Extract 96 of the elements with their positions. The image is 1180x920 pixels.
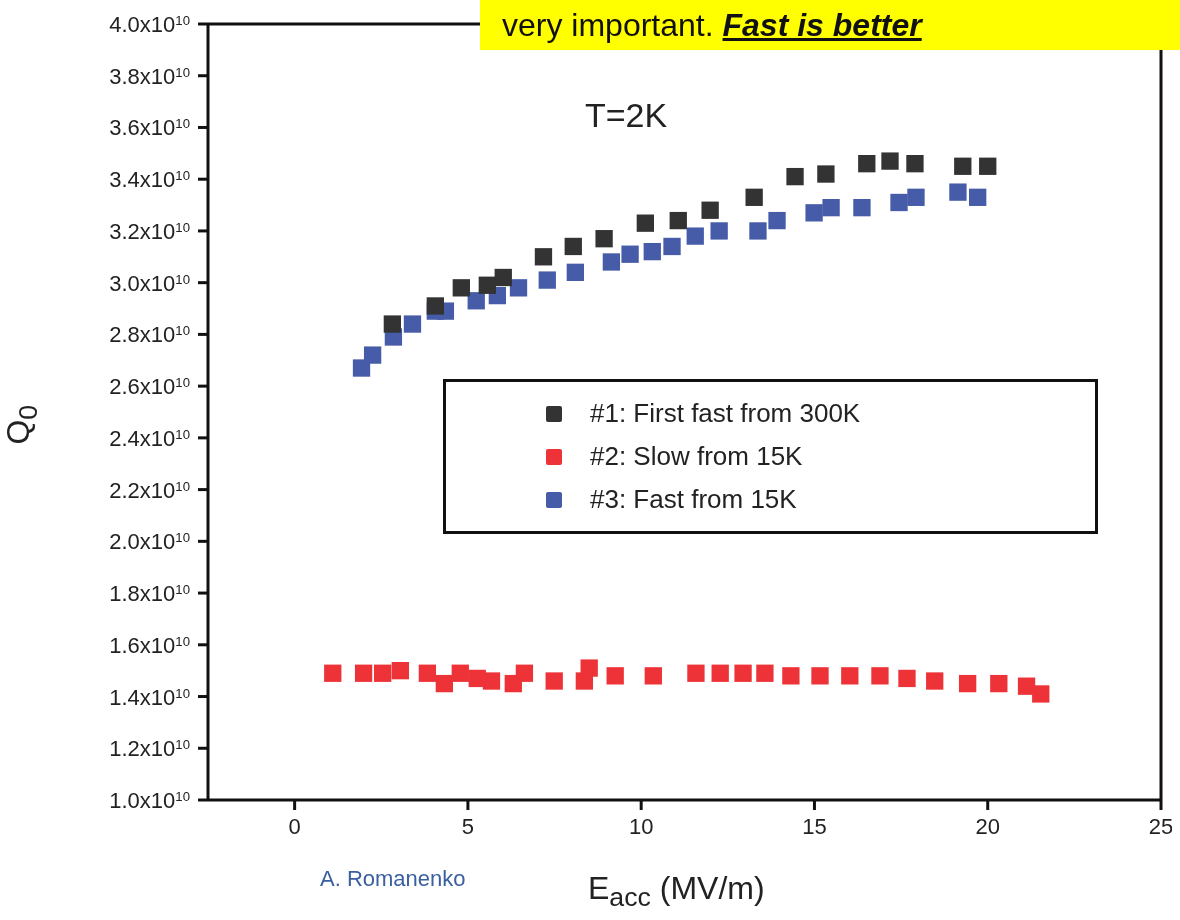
point (710, 222, 728, 240)
point (881, 152, 899, 170)
point (749, 222, 767, 240)
point (817, 165, 835, 183)
point (363, 346, 382, 364)
point (805, 204, 823, 222)
point (426, 297, 444, 315)
point (538, 271, 556, 289)
y-tick-label: 2.4x10$^{10}$ (109, 425, 190, 451)
point (990, 674, 1008, 693)
y-tick-label: 1.2x10$^{10}$ (109, 736, 190, 762)
point (418, 664, 437, 682)
point (871, 667, 889, 685)
point (324, 664, 342, 682)
y-tick-label: 2.0x10$^{10}$ (109, 529, 190, 555)
point (352, 359, 371, 377)
point (858, 155, 876, 173)
point (602, 253, 621, 271)
point (841, 667, 859, 685)
point (969, 188, 987, 206)
point (566, 263, 584, 281)
y-tick-label: 3.6x10$^{10}$ (109, 115, 190, 141)
point (958, 674, 977, 693)
point (822, 198, 840, 217)
point (890, 193, 908, 212)
point (734, 664, 752, 682)
annotation: T=2K (585, 96, 668, 135)
x-tick-label: 10 (628, 814, 654, 839)
point (906, 155, 924, 173)
point (482, 672, 501, 690)
point (926, 672, 944, 690)
y-tick-label: 4.0x10$^{10}$ (109, 12, 190, 37)
point (1032, 685, 1050, 703)
point (687, 664, 705, 682)
point (391, 662, 409, 680)
legend-label: #1: First fast from 300K (590, 398, 861, 429)
y-tick-label: 1.0x10$^{10}$ (109, 788, 190, 813)
y-tick-label: 2.2x10$^{10}$ (109, 477, 190, 503)
point (643, 242, 661, 261)
point (534, 248, 553, 266)
point (853, 198, 871, 217)
y-tick-label: 3.0x10$^{10}$ (109, 270, 190, 296)
y-tick-label: 1.4x10$^{10}$ (109, 684, 190, 710)
point (701, 201, 719, 219)
y-tick-label: 1.8x10$^{10}$ (109, 581, 190, 607)
point (811, 667, 829, 685)
legend-label: #3: Fast from 15K (590, 484, 797, 515)
point (374, 664, 392, 682)
legend-label: #2: Slow from 15K (590, 441, 803, 472)
point (979, 157, 997, 175)
point (636, 214, 654, 232)
y-tick-label: 1.6x10$^{10}$ (109, 632, 190, 658)
text: A. Romanenko (320, 866, 466, 892)
point (451, 664, 469, 682)
point (669, 211, 687, 230)
y-tick-label: 3.2x10$^{10}$ (109, 218, 190, 244)
point (403, 315, 422, 333)
point (711, 664, 729, 682)
point (595, 230, 613, 248)
point (663, 237, 681, 256)
callout-box: very important. Fast is better (480, 0, 1180, 50)
point (954, 157, 972, 175)
point (756, 664, 774, 682)
point (686, 227, 704, 245)
point (621, 245, 639, 263)
point (745, 188, 763, 206)
point (478, 276, 496, 294)
point (898, 669, 916, 688)
point (644, 667, 662, 685)
x-tick-label: 15 (802, 814, 827, 839)
y-tick-label: 2.6x10$^{10}$ (109, 374, 190, 400)
point (606, 667, 624, 685)
y-tick-label: 3.8x10$^{10}$ (109, 63, 190, 89)
point (383, 315, 402, 333)
point (354, 664, 373, 682)
point (564, 237, 582, 256)
annotation: very important. Fast is better (502, 6, 922, 44)
point (545, 672, 563, 690)
point (452, 279, 470, 297)
point (907, 188, 925, 206)
x-tick-label: 5 (461, 814, 475, 839)
point (515, 664, 534, 682)
x-tick-label: 20 (975, 814, 1000, 839)
x-tick-label: 25 (1148, 814, 1174, 839)
x-axis-title: E$_{acc}$ (MV/m) (588, 870, 765, 914)
y-tick-label: 3.4x10$^{10}$ (109, 167, 190, 193)
point (580, 659, 598, 677)
point (949, 183, 967, 201)
point (786, 167, 804, 186)
point (435, 674, 453, 693)
x-tick-label: 0 (288, 814, 301, 839)
point (782, 667, 800, 685)
point (768, 211, 786, 230)
y-tick-label: 2.8x10$^{10}$ (109, 322, 190, 348)
point (509, 279, 528, 297)
point (494, 268, 512, 287)
